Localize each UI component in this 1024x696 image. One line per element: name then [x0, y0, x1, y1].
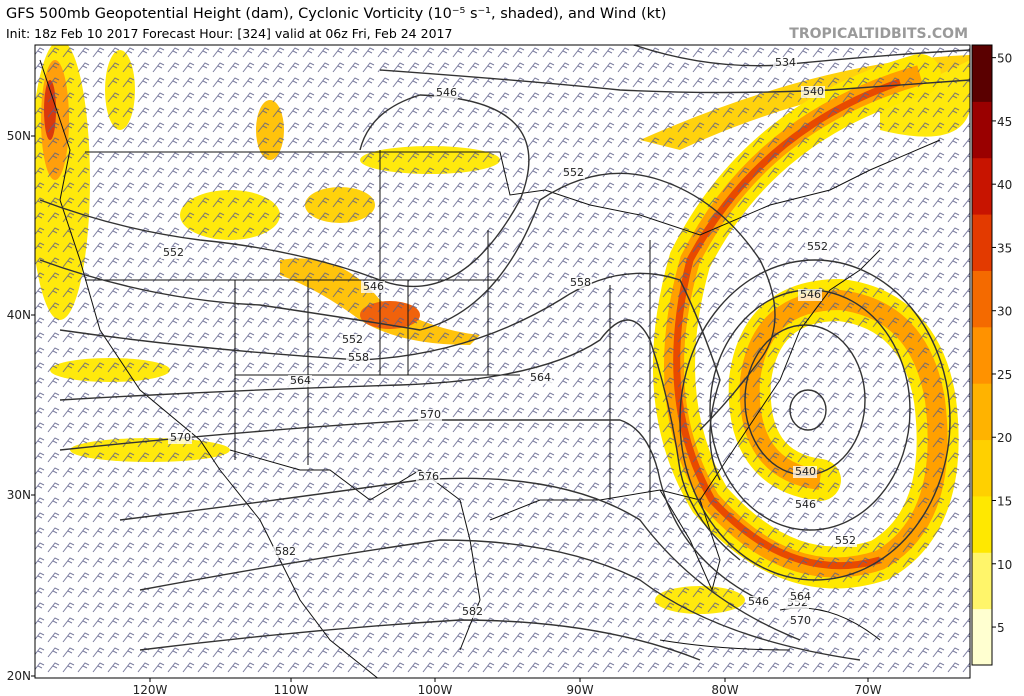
contour-label-bg	[418, 409, 442, 421]
contour-label: 576	[418, 470, 439, 483]
contour-label: 552	[342, 333, 363, 346]
contour-label-bg	[805, 241, 829, 253]
contour-label: 540	[803, 85, 824, 98]
contour-label-bg	[340, 334, 364, 346]
colorbar-segment	[972, 270, 992, 328]
colorbar-tick-label: 25	[997, 368, 1012, 382]
colorbar-tick-label: 40	[997, 178, 1012, 192]
contour-label-bg	[168, 432, 192, 444]
colorbar-segment	[972, 157, 992, 215]
latitude-label: 40N	[7, 308, 31, 322]
colorbar-tick-label: 35	[997, 241, 1012, 255]
contour-label-bg	[801, 86, 825, 98]
colorbar-segment	[972, 45, 992, 102]
longitude-label: 110W	[274, 683, 309, 696]
longitude-label: 70W	[854, 683, 881, 696]
contour-label-bg	[561, 167, 585, 179]
contour-label: 546	[800, 288, 821, 301]
contour-label-bg	[568, 277, 592, 289]
latitude-label: 30N	[7, 488, 31, 502]
contour-label-bg	[434, 87, 458, 99]
contour-label: 564	[530, 371, 551, 384]
contour-label-bg	[161, 247, 185, 259]
colorbar-segment	[972, 101, 992, 159]
map-frame	[34, 44, 971, 679]
colorbar-tick-label: 10	[997, 558, 1012, 572]
colorbar-tick-label: 15	[997, 495, 1012, 509]
contour-label-bg	[460, 606, 484, 618]
contour-label-bg	[788, 615, 812, 627]
contour-label: 570	[170, 431, 191, 444]
colorbar-frame	[971, 44, 993, 666]
contour-label-bg	[788, 591, 812, 603]
height-contours	[39, 45, 970, 661]
longitude-label: 90W	[566, 683, 593, 696]
contour-label-bg	[288, 375, 312, 387]
colorbar-segment	[972, 495, 992, 553]
contour-label-bg	[833, 535, 857, 547]
contour-label: 582	[462, 605, 483, 618]
contour-label: 570	[790, 614, 811, 627]
contour-label: 546	[363, 280, 384, 293]
contour-label: 534	[775, 56, 796, 69]
colorbar-segment	[972, 608, 992, 666]
longitude-label: 100W	[418, 683, 453, 696]
contour-label: 546	[748, 595, 769, 608]
latitude-label: 50N	[7, 129, 31, 143]
contour-label-bg	[361, 281, 385, 293]
colorbar-segment	[972, 326, 992, 384]
contour-label: 552	[563, 166, 584, 179]
contour-label: 552	[807, 240, 828, 253]
map: 534 540 546 552 552 546 552 546 552 558 558 564 564 5…	[35, 45, 970, 678]
contour-label-bg	[793, 499, 817, 511]
colorbar-tick-label: 50	[997, 52, 1012, 66]
contour-label-bg	[798, 289, 822, 301]
contour-label-bg	[793, 466, 817, 478]
contour-label-bg	[773, 57, 797, 69]
contour-label: 570	[420, 408, 441, 421]
contour-labels: 534 540 546 552 552 546 552 546 552 558 558 564 564 5…	[161, 56, 857, 627]
colorbar-segment	[972, 214, 992, 271]
contour-label-bg	[746, 596, 770, 608]
colorbar-tick-label: 30	[997, 305, 1012, 319]
contour-label: 552	[163, 246, 184, 259]
latitude-label: 20N	[7, 669, 31, 683]
contour-label: 564	[790, 590, 811, 603]
colorbar-segment	[972, 439, 992, 497]
colorbar-segment	[972, 383, 992, 441]
axis-labels: 50N 40N 30N 20N 120W 110W 100W 90W 80W 70W	[7, 129, 882, 696]
contour-label-bg	[528, 372, 552, 384]
contour-label-bg	[346, 352, 370, 364]
contour-label: 546	[795, 498, 816, 511]
colorbar-segment	[972, 552, 992, 610]
contour-label: 558	[570, 276, 591, 289]
colorbar-tick-label: 20	[997, 431, 1012, 445]
contour-label: 552	[835, 534, 856, 547]
subtitle: Init: 18z Feb 10 2017 Forecast Hour: [32…	[6, 26, 452, 41]
contour-label: 582	[275, 545, 296, 558]
contour-label: 546	[436, 86, 457, 99]
source: TROPICALTIDBITS.COM	[789, 26, 968, 42]
contour-label-bg	[416, 471, 440, 483]
title: GFS 500mb Geopotential Height (dam), Cyc…	[6, 6, 666, 22]
colorbar-tick-label: 5	[997, 621, 1005, 635]
colorbar: 5 10 15 20 25 30 35 40 45 50	[971, 44, 1012, 666]
contour-label: 540	[795, 465, 816, 478]
colorbar-tick-label: 45	[997, 115, 1012, 129]
contour-label: 564	[290, 374, 311, 387]
contour-label-bg	[273, 546, 297, 558]
wind-barbs	[35, 45, 970, 678]
longitude-label: 80W	[711, 683, 738, 696]
contour-label: 558	[348, 351, 369, 364]
longitude-label: 120W	[133, 683, 168, 696]
